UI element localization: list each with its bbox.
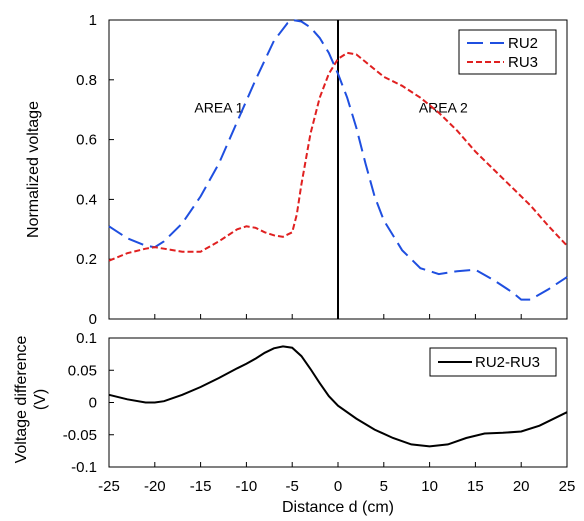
x-tick-label: -5 [286, 478, 299, 495]
top-legend-box [458, 29, 557, 75]
series-line-difference [108, 345, 568, 448]
x-tick-label: 0 [334, 478, 342, 495]
top-y-tick-label: 0.2 [76, 251, 97, 268]
x-tick-label: 25 [559, 478, 576, 495]
bottom-y-tick-label: 0.1 [76, 330, 97, 347]
x-tick-label: -20 [144, 478, 166, 495]
series-line-ru3 [108, 51, 568, 262]
legend-label-ru3: RU3 [508, 54, 538, 71]
x-tick-label: 15 [467, 478, 484, 495]
area-label-1: AREA 1 [194, 100, 243, 116]
bottom-y-tick-label: 0 [89, 395, 97, 412]
top-y-tick-label: 0.6 [76, 132, 97, 149]
area-label-2: AREA 2 [419, 100, 468, 116]
bottom-y-tick-label: 0.05 [68, 362, 97, 379]
bottom-y-axis-title-line: (V) [32, 389, 49, 410]
x-axis-title: Distance d (cm) [282, 499, 394, 516]
top-y-tick-label: 0 [89, 311, 97, 328]
top-y-tick-label: 0.8 [76, 72, 97, 89]
x-tick-label: 5 [380, 478, 388, 495]
bottom-y-axis-title: Voltage difference (V) [13, 336, 49, 464]
x-tick-label: -10 [236, 478, 258, 495]
bottom-y-tick-label: -0.1 [71, 459, 97, 476]
bottom-y-tick-label: -0.05 [63, 427, 97, 444]
x-tick-label: -25 [98, 478, 120, 495]
legend-label-difference: RU2-RU3 [475, 354, 540, 371]
top-y-axis-title: Normalized voltage [25, 101, 42, 238]
x-tick-label: 20 [513, 478, 530, 495]
x-tick-label: -15 [190, 478, 212, 495]
series-line-ru2 [108, 18, 568, 301]
bottom-y-axis-title-line: Voltage difference [13, 336, 30, 464]
legend-label-ru2: RU2 [508, 35, 538, 52]
top-y-tick-label: 1 [89, 12, 97, 29]
x-tick-label: 10 [421, 478, 438, 495]
top-y-tick-label: 0.4 [76, 191, 97, 208]
